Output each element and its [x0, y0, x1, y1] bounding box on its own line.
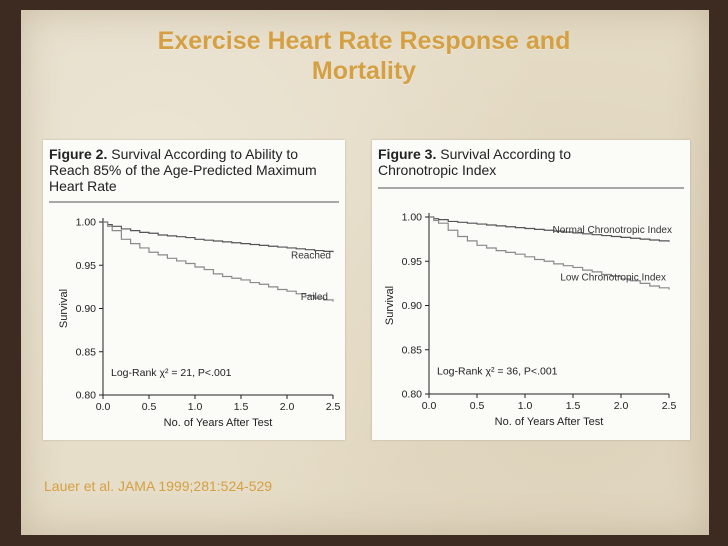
figure-2-x-axis-label: No. of Years After Test [164, 417, 273, 429]
figure-2-xtick-label: 1.5 [234, 401, 249, 413]
figure-2-ytick-label: 0.90 [76, 303, 97, 315]
figure-3-ytick-label: 0.80 [402, 389, 423, 401]
figure-2-ytick-label: 1.00 [76, 217, 97, 229]
figure-2-ytick-label: 0.85 [76, 346, 97, 358]
figure-2-title-line2: Reach 85% of the Age-Predicted Maximum [49, 162, 317, 178]
figure-3-xtick-label: 0.0 [422, 400, 437, 412]
figure-2-series-reached [103, 221, 334, 253]
figure-2-title-line3: Heart Rate [49, 178, 117, 194]
citation: Lauer et al. JAMA 1999;281:524-529 [44, 478, 273, 494]
figure-3-ytick-label: 0.95 [402, 256, 423, 268]
figure-3-ytick-label: 1.00 [402, 212, 423, 224]
figure-2-chart: 0.80 0.85 0.90 0.95 1.00 0.0 0.5 1.0 1.5 2.0 2.5 No… [49, 201, 341, 429]
figure-3-y-axis-label: Survival [384, 286, 396, 325]
figure-3-series-normal-chronotropic-index [429, 216, 670, 242]
figure-2-xtick-label: 0.0 [96, 401, 111, 413]
figure-2: 0.80 0.85 0.90 0.95 1.00 0.0 0.5 1.0 1.5 2.0 2.5 No… [43, 140, 345, 440]
figure-2-label: Figure 2. [49, 146, 108, 162]
figure-3-series-low-chronotropic-index [429, 216, 670, 290]
figure-3-xtick-label: 1.5 [566, 400, 581, 412]
figure-2-label-failed: Failed [301, 292, 328, 303]
figure-3-label-normal-chronotropic-index: Normal Chronotropic Index [553, 225, 673, 236]
figure-3-title-line2: Chronotropic Index [378, 162, 497, 178]
figure-3-xtick-label: 1.0 [518, 400, 533, 412]
figure-2-logrank-stat: Log-Rank χ² = 21, P<.001 [111, 367, 232, 379]
figure-3-ytick-label: 0.85 [402, 344, 423, 356]
figure-3-label-low-chronotropic-index: Low Chronotropic Index [560, 273, 666, 284]
figure-3-xtick-label: 0.5 [470, 400, 485, 412]
figure-3: 0.80 0.85 0.90 0.95 1.00 0.0 0.5 1.0 1.5 2.0 2.5 No… [372, 140, 690, 440]
figure-2-xtick-label: 2.5 [326, 401, 341, 413]
figure-3-xtick-label: 2.0 [614, 400, 629, 412]
slide-title-line2: Mortality [311, 57, 417, 85]
figure-2-y-axis-label: Survival [58, 289, 70, 328]
figure-2-caption: Figure 2. Survival According to Ability … [49, 146, 339, 194]
figure-2-xtick-label: 1.0 [188, 401, 203, 413]
figure-2-xtick-label: 2.0 [280, 401, 295, 413]
figure-2-series-failed [103, 221, 334, 302]
figure-3-title-line1: Survival According to [440, 146, 571, 162]
slide-title: Exercise Heart Rate Response and Mortali… [0, 26, 728, 86]
figure-3-x-axis-label: No. of Years After Test [495, 416, 604, 428]
figure-2-title-line1: Survival According to Ability to [111, 146, 299, 162]
figure-2-ytick-label: 0.95 [76, 260, 97, 272]
figure-3-caption: Figure 3. Survival According to Chronotr… [378, 146, 684, 178]
figure-3-xtick-label: 2.5 [662, 400, 677, 412]
figure-3-ytick-label: 0.90 [402, 300, 423, 312]
figure-2-ytick-label: 0.80 [76, 390, 97, 402]
figure-3-chart: 0.80 0.85 0.90 0.95 1.00 0.0 0.5 1.0 1.5 2.0 2.5 No… [378, 187, 684, 428]
figure-3-label: Figure 3. [378, 146, 437, 162]
figure-2-xtick-label: 0.5 [142, 401, 157, 413]
slide-title-line1: Exercise Heart Rate Response and [157, 27, 571, 55]
figure-3-logrank-stat: Log-Rank χ² = 36, P<.001 [437, 366, 558, 378]
figure-2-label-reached: Reached [291, 250, 331, 261]
